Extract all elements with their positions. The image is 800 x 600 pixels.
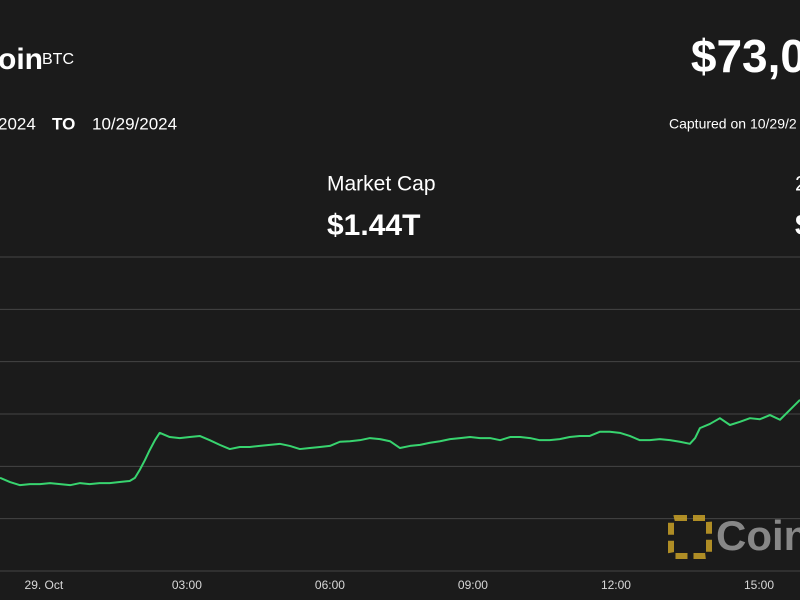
to-label: TO xyxy=(52,114,75,133)
date-to: 10/29/2024 xyxy=(92,114,177,133)
x-tick-label: 15:00 xyxy=(744,578,774,592)
watermark-text: Coin xyxy=(716,512,800,559)
x-tick-label: 03:00 xyxy=(172,578,202,592)
x-tick-label: 09:00 xyxy=(458,578,488,592)
watermark: Coin xyxy=(668,512,800,559)
stat-value: $1.44T xyxy=(327,209,420,242)
ticker: BTC xyxy=(42,51,74,68)
captured: Captured on 10/29/2 xyxy=(669,116,797,132)
price-line xyxy=(0,399,800,487)
x-tick-label: 12:00 xyxy=(601,578,631,592)
plot: 29. Oct 03:00 06:00 09:00 12:00 15:00 xyxy=(0,256,800,592)
stat-label: 2 xyxy=(795,173,800,196)
stat-value: $ xyxy=(795,209,800,242)
stat-label: Market Cap xyxy=(327,173,436,196)
x-tick-label: 29. Oct xyxy=(25,578,64,592)
coin-name: oin xyxy=(0,43,43,76)
price: $73,0 xyxy=(691,30,800,82)
x-tick-label: 06:00 xyxy=(315,578,345,592)
date-from: 2024 xyxy=(0,114,36,133)
